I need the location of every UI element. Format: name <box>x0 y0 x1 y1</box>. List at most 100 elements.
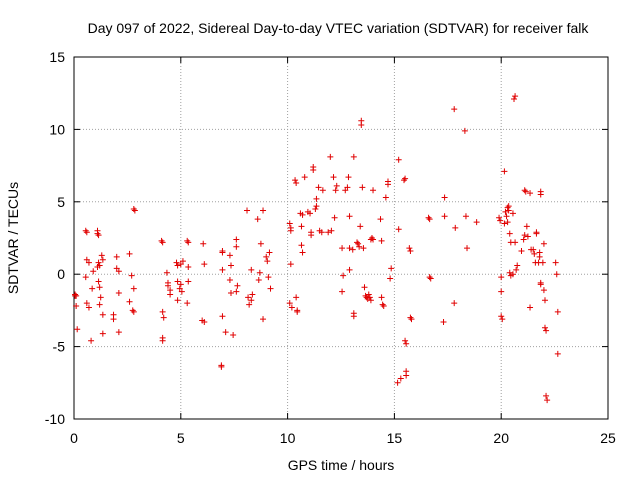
data-point <box>339 245 346 252</box>
data-point <box>527 190 534 197</box>
data-point <box>163 269 170 276</box>
data-point <box>407 248 414 255</box>
data-point <box>201 318 208 325</box>
data-point <box>441 194 448 201</box>
data-point <box>541 324 548 331</box>
data-point <box>72 292 79 299</box>
data-point <box>395 156 402 163</box>
data-point <box>226 252 233 259</box>
data-point <box>541 297 548 304</box>
data-point <box>246 301 253 308</box>
data-point <box>299 211 306 218</box>
data-point <box>370 236 377 243</box>
x-tick-label: 15 <box>387 430 403 446</box>
data-point <box>522 188 529 195</box>
data-point <box>85 304 92 311</box>
data-point <box>159 239 166 246</box>
data-point <box>219 266 226 273</box>
data-point <box>160 314 167 321</box>
y-tick-label: 10 <box>49 121 65 137</box>
data-point <box>552 259 559 266</box>
data-point <box>288 304 295 311</box>
data-point <box>346 245 353 252</box>
grid-lines <box>74 57 608 419</box>
data-point <box>266 249 273 256</box>
data-point <box>248 266 255 273</box>
data-point <box>313 203 320 210</box>
data-point <box>110 316 117 323</box>
data-point <box>286 220 293 227</box>
data-point <box>218 363 225 370</box>
data-point <box>256 269 263 276</box>
data-point <box>367 297 374 304</box>
data-point <box>401 177 408 184</box>
data-point <box>245 294 252 301</box>
y-tick-label: -5 <box>53 339 66 355</box>
data-point <box>184 237 191 244</box>
data-point <box>504 204 511 211</box>
data-point <box>498 274 505 281</box>
data-point <box>325 229 332 236</box>
data-point <box>533 230 540 237</box>
data-point <box>397 375 404 382</box>
data-point <box>327 153 334 160</box>
data-point <box>496 214 503 221</box>
data-point <box>113 253 120 260</box>
data-point <box>349 246 356 253</box>
data-point <box>359 184 366 191</box>
data-point <box>380 303 387 310</box>
data-point <box>219 249 226 256</box>
data-point <box>365 291 372 298</box>
data-point <box>350 313 357 320</box>
data-point <box>260 207 267 214</box>
axes: 0 5 10 15 20 25 -10 -5 0 5 10 15 <box>45 49 616 446</box>
data-point <box>130 206 137 213</box>
data-point <box>461 127 468 134</box>
data-point <box>131 207 138 214</box>
data-point <box>339 288 346 295</box>
data-point <box>185 263 192 270</box>
data-point <box>164 282 171 289</box>
data-point <box>512 239 519 246</box>
data-point <box>173 259 180 266</box>
data-point <box>115 290 122 297</box>
data-point <box>319 187 326 194</box>
data-point <box>554 350 561 357</box>
data-point <box>94 230 101 237</box>
data-point <box>402 175 409 182</box>
data-point <box>497 217 504 224</box>
data-point <box>370 187 377 194</box>
data-point <box>451 300 458 307</box>
data-point <box>498 288 505 295</box>
data-point <box>95 259 102 266</box>
data-point <box>226 276 233 283</box>
data-point <box>354 239 361 246</box>
data-point <box>313 195 320 202</box>
data-point <box>89 285 96 292</box>
data-point <box>254 216 261 223</box>
y-axis-label: SDTVAR / TECUs <box>5 182 21 294</box>
data-point <box>98 252 105 259</box>
data-point <box>177 281 184 288</box>
x-tick-label: 0 <box>70 430 78 446</box>
data-point <box>230 332 237 339</box>
data-point <box>264 258 271 265</box>
data-point <box>200 240 207 247</box>
data-point <box>99 256 106 263</box>
data-point <box>521 187 528 194</box>
data-point <box>537 281 544 288</box>
data-point <box>379 301 386 308</box>
data-point <box>99 311 106 318</box>
data-point <box>427 275 434 282</box>
data-point <box>233 236 240 243</box>
data-point <box>388 265 395 272</box>
data-point <box>345 174 352 181</box>
data-point <box>346 213 353 220</box>
data-point <box>511 95 518 102</box>
data-point <box>260 316 267 323</box>
data-point <box>244 207 251 214</box>
data-points <box>72 93 561 404</box>
data-point <box>520 236 527 243</box>
data-point <box>287 261 294 268</box>
data-point <box>310 164 317 171</box>
